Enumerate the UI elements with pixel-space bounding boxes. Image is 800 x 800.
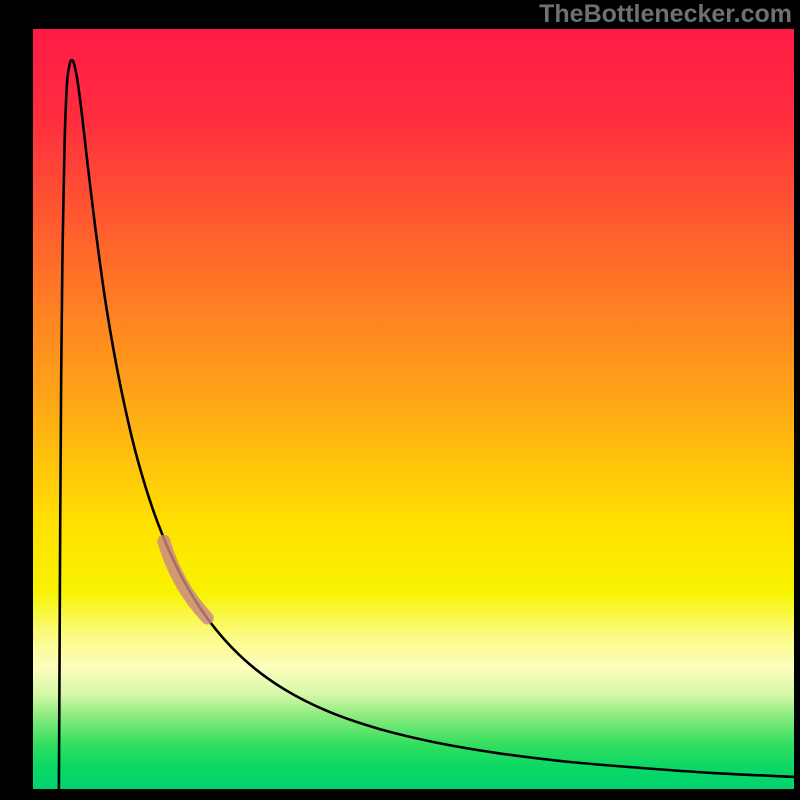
watermark-label: TheBottlenecker.com [539,0,792,29]
plot-area [33,29,794,789]
plot-background [33,29,794,789]
chart-container: TheBottlenecker.com [0,0,800,800]
plot-svg [33,29,794,789]
